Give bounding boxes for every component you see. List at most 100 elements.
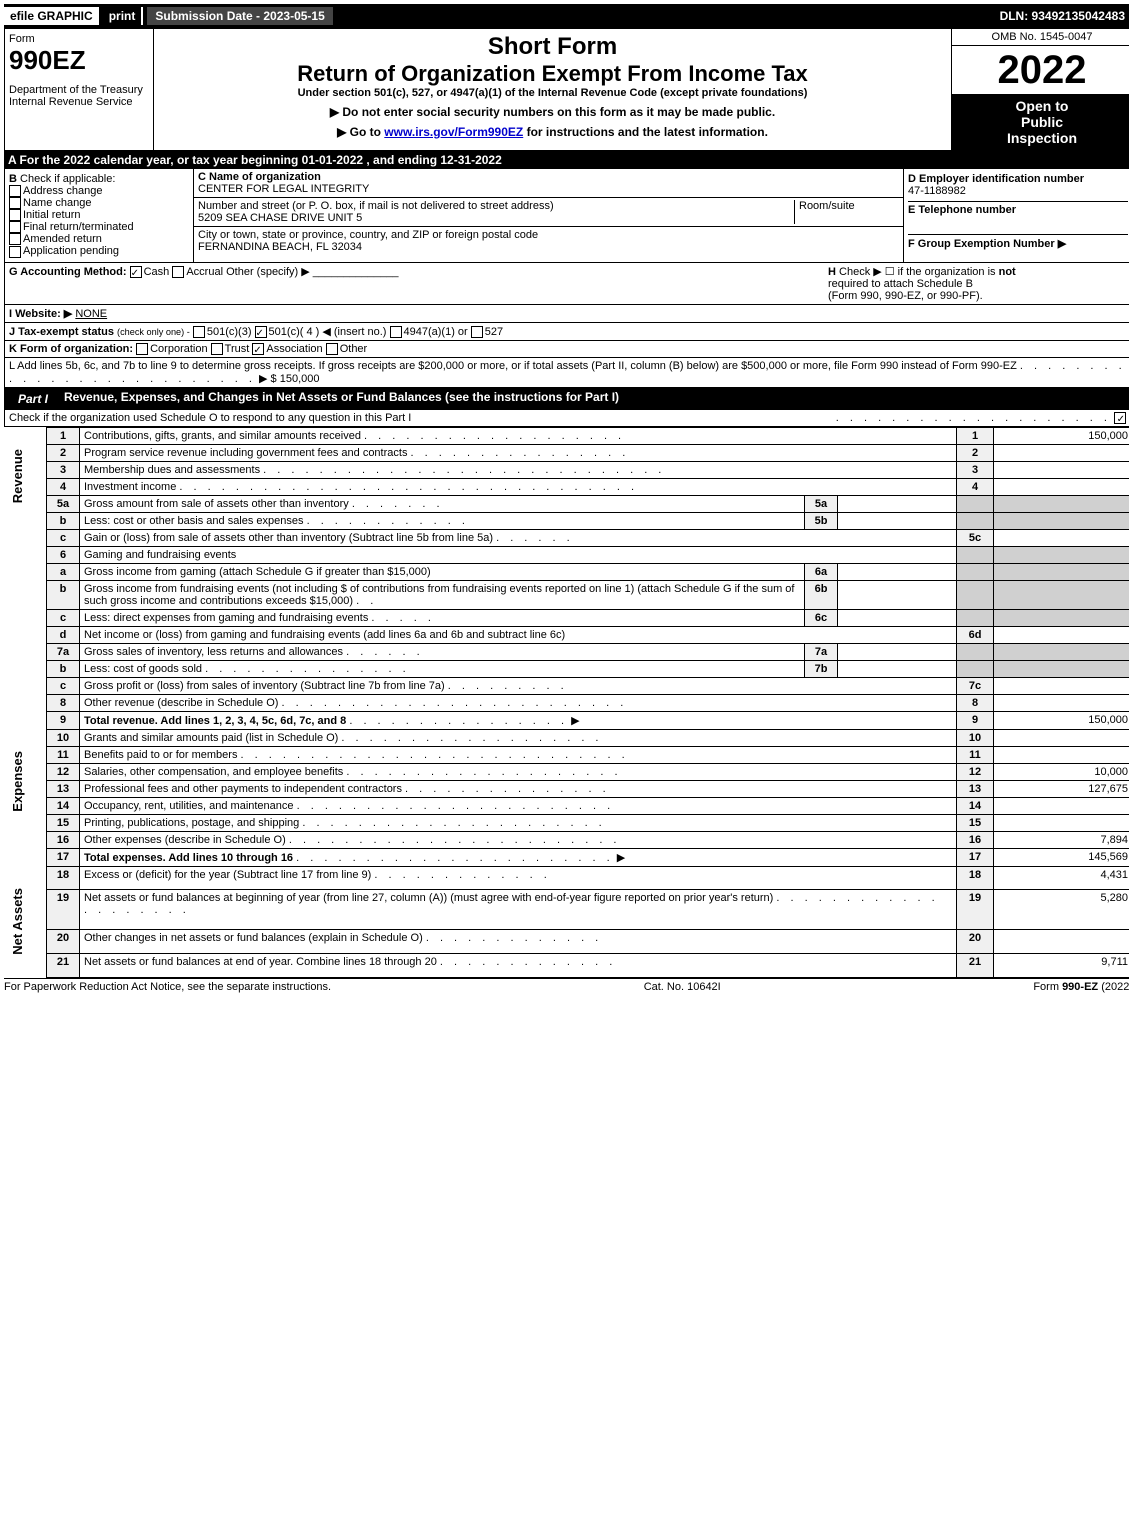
line-14: 14 Occupancy, rent, utilities, and maint… [4,797,1129,814]
section-l-text: L Add lines 5b, 6c, and 7b to line 9 to … [9,360,1017,372]
section-a-tax-year: A For the 2022 calendar year, or tax yea… [4,151,1129,169]
part1-table: Revenue 1 Contributions, gifts, grants, … [4,427,1129,978]
checkbox-accrual[interactable] [172,266,184,278]
notice-goto: ▶ Go to www.irs.gov/Form990EZ for instru… [158,125,947,139]
line12-value: 10,000 [994,763,1129,780]
addr-label: Number and street (or P. O. box, if mail… [198,200,554,212]
line-13: 13 Professional fees and other payments … [4,780,1129,797]
checkbox-501c[interactable] [255,326,267,338]
gross-receipts-value: 150,000 [280,373,320,385]
checkbox-amended[interactable] [9,233,21,245]
print-link[interactable]: print [103,7,144,25]
checkbox-trust[interactable] [211,343,223,355]
line-6c: c Less: direct expenses from gaming and … [4,609,1129,626]
line-8: 8 Other revenue (describe in Schedule O)… [4,694,1129,711]
efile-label: efile GRAPHIC [4,7,99,25]
section-i: I Website: ▶ NONE [4,305,1129,323]
checkbox-association[interactable] [252,343,264,355]
part1-header: Part I Revenue, Expenses, and Changes in… [4,388,1129,410]
line-12: 12 Salaries, other compensation, and emp… [4,763,1129,780]
line16-value: 7,894 [994,831,1129,848]
checkbox-527[interactable] [471,326,483,338]
return-title: Return of Organization Exempt From Incom… [158,61,947,87]
line-1: Revenue 1 Contributions, gifts, grants, … [4,427,1129,444]
form-number: 990EZ [9,45,149,76]
line-15: 15 Printing, publications, postage, and … [4,814,1129,831]
checkbox-corporation[interactable] [136,343,148,355]
notice-ssn: ▶ Do not enter social security numbers o… [158,105,947,119]
checkbox-application-pending[interactable] [9,246,21,258]
line-6b: b Gross income from fundraising events (… [4,580,1129,609]
section-h-label: H [828,266,836,278]
checkbox-initial-return[interactable] [9,209,21,221]
line-20: 20 Other changes in net assets or fund b… [4,930,1129,954]
info-row: B Check if applicable: Address change Na… [4,169,1129,263]
checkbox-other-org[interactable] [326,343,338,355]
line-2: 2 Program service revenue including gove… [4,444,1129,461]
short-form-title: Short Form [158,33,947,61]
section-l: L Add lines 5b, 6c, and 7b to line 9 to … [4,358,1129,388]
section-k: K Form of organization: Corporation Trus… [4,341,1129,358]
line9-value: 150,000 [994,711,1129,729]
line-7a: 7a Gross sales of inventory, less return… [4,643,1129,660]
header-left: Form 990EZ Department of the Treasury In… [5,29,154,150]
checkbox-cash[interactable] [130,266,142,278]
line-19: 19 Net assets or fund balances at beginn… [4,890,1129,930]
line18-value: 4,431 [994,866,1129,890]
ein-label: D Employer identification number [908,173,1084,185]
irs-link[interactable]: www.irs.gov/Form990EZ [384,125,523,139]
website-value: NONE [75,308,107,320]
dept-treasury: Department of the Treasury [9,84,149,96]
line-10: Expenses 10 Grants and similar amounts p… [4,729,1129,746]
line-17: 17 Total expenses. Add lines 10 through … [4,848,1129,866]
header-right: OMB No. 1545-0047 2022 Open to Public In… [951,29,1129,150]
expenses-side-label: Expenses [8,731,27,832]
accounting-label: G Accounting Method: [9,266,127,278]
form-org-label: K Form of organization: [9,343,133,355]
line1-value: 150,000 [994,427,1129,444]
org-city: FERNANDINA BEACH, FL 32034 [198,241,362,253]
checkbox-address-change[interactable] [9,185,21,197]
checkbox-final-return[interactable] [9,221,21,233]
omb-number: OMB No. 1545-0047 [952,29,1129,46]
tax-exempt-label: J Tax-exempt status [9,326,114,338]
group-exemption-label: F Group Exemption Number ▶ [908,238,1066,250]
form-header: Form 990EZ Department of the Treasury In… [4,28,1129,151]
line-6a: a Gross income from gaming (attach Sched… [4,563,1129,580]
checkbox-name-change[interactable] [9,197,21,209]
top-bar: efile GRAPHIC print Submission Date - 20… [4,4,1129,28]
revenue-side-label: Revenue [8,429,27,523]
line17-value: 145,569 [994,848,1129,866]
section-c: C Name of organization CENTER FOR LEGAL … [194,169,904,262]
checkbox-schedule-o[interactable] [1114,412,1126,424]
line-3: 3 Membership dues and assessments . . . … [4,461,1129,478]
room-label: Room/suite [799,200,855,212]
org-address: 5209 SEA CHASE DRIVE UNIT 5 [198,212,362,224]
page-footer: For Paperwork Reduction Act Notice, see … [4,978,1129,995]
line-5c: c Gain or (loss) from sale of assets oth… [4,529,1129,546]
line-9: 9 Total revenue. Add lines 1, 2, 3, 4, 5… [4,711,1129,729]
checkbox-4947[interactable] [390,326,402,338]
line-6: 6 Gaming and fundraising events [4,546,1129,563]
line21-value: 9,711 [994,954,1129,978]
line-21: 21 Net assets or fund balances at end of… [4,954,1129,978]
line-5b: b Less: cost or other basis and sales ex… [4,512,1129,529]
header-center: Short Form Return of Organization Exempt… [154,29,951,150]
part1-title: Revenue, Expenses, and Changes in Net As… [64,390,1127,408]
line-7c: c Gross profit or (loss) from sales of i… [4,677,1129,694]
form-word: Form [9,33,149,45]
tax-year: 2022 [952,46,1129,94]
org-name-label: C Name of organization [198,171,321,183]
phone-label: E Telephone number [908,204,1016,216]
org-name: CENTER FOR LEGAL INTEGRITY [198,183,369,195]
line-4: 4 Investment income . . . . . . . . . . … [4,478,1129,495]
open-public-badge: Open to Public Inspection [952,94,1129,150]
under-section: Under section 501(c), 527, or 4947(a)(1)… [158,87,947,99]
irs-label: Internal Revenue Service [9,96,149,108]
section-b: B Check if applicable: Address change Na… [5,169,194,262]
part1-label: Part I [10,390,56,408]
line-5a: 5a Gross amount from sale of assets othe… [4,495,1129,512]
checkbox-501c3[interactable] [193,326,205,338]
section-d: D Employer identification number 47-1188… [904,169,1129,262]
city-label: City or town, state or province, country… [198,229,538,241]
